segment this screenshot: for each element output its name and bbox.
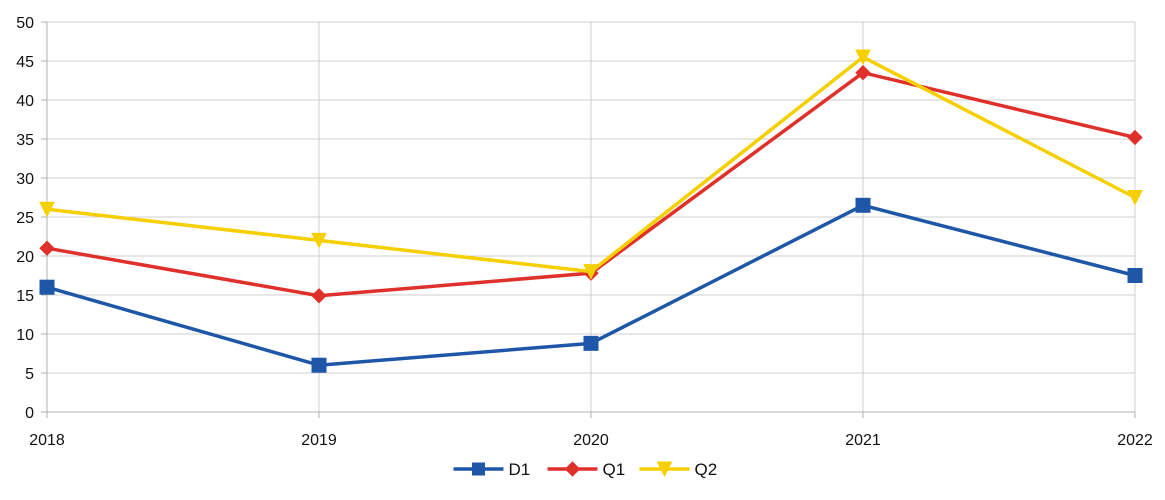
data-point-q1 xyxy=(855,64,871,81)
data-point-q2 xyxy=(855,49,871,66)
data-point-d1 xyxy=(583,335,599,351)
y-tick-label: 30 xyxy=(16,171,34,188)
legend-marker-q2 xyxy=(656,461,673,478)
y-tick-label: 50 xyxy=(16,15,34,32)
y-tick-label: 20 xyxy=(16,249,34,266)
data-point-q1 xyxy=(39,240,55,256)
data-point-q1 xyxy=(311,288,327,304)
legend-item-q2: Q2 xyxy=(639,460,718,479)
series-d1 xyxy=(39,197,1143,373)
y-tick-label: 45 xyxy=(16,54,34,71)
x-tick-label: 2020 xyxy=(573,432,609,449)
x-tick-label: 2018 xyxy=(29,432,65,449)
data-point-q2 xyxy=(311,232,327,249)
x-axis-tick-labels: 2018 2019 2020 2021 2022 xyxy=(29,432,1153,449)
legend-item-d1: D1 xyxy=(453,460,531,479)
x-tick-label: 2021 xyxy=(845,432,881,449)
data-point-q2 xyxy=(39,201,55,218)
legend: D1 Q1 Q2 xyxy=(453,460,718,479)
x-tick-label: 2022 xyxy=(1117,432,1153,449)
legend-item-q1: Q1 xyxy=(547,460,626,479)
y-tick-label: 25 xyxy=(16,210,34,227)
data-point-d1 xyxy=(1127,268,1143,283)
y-tick-label: 0 xyxy=(25,405,34,422)
y-axis-tick-labels: 0 5 10 15 20 25 30 35 40 45 50 xyxy=(16,15,34,422)
data-point-d1 xyxy=(855,197,871,213)
gridlines xyxy=(46,21,1136,413)
data-point-q2 xyxy=(583,264,599,280)
data-point-d1 xyxy=(311,357,327,373)
legend-marker-q1 xyxy=(564,461,581,477)
data-point-q2 xyxy=(1127,190,1143,206)
x-tick-label: 2019 xyxy=(301,432,337,449)
legend-marker-d1 xyxy=(472,462,485,476)
y-tick-label: 40 xyxy=(16,93,34,110)
legend-label-q2: Q2 xyxy=(695,460,718,479)
data-point-q1 xyxy=(1127,129,1143,146)
legend-label-q1: Q1 xyxy=(603,460,626,479)
y-tick-label: 15 xyxy=(16,288,34,305)
legend-label-d1: D1 xyxy=(509,460,531,479)
y-tick-label: 35 xyxy=(16,132,34,149)
series-q2 xyxy=(39,49,1143,280)
data-point-d1 xyxy=(39,279,55,295)
y-tick-label: 5 xyxy=(25,366,34,383)
y-tick-label: 10 xyxy=(16,327,34,344)
